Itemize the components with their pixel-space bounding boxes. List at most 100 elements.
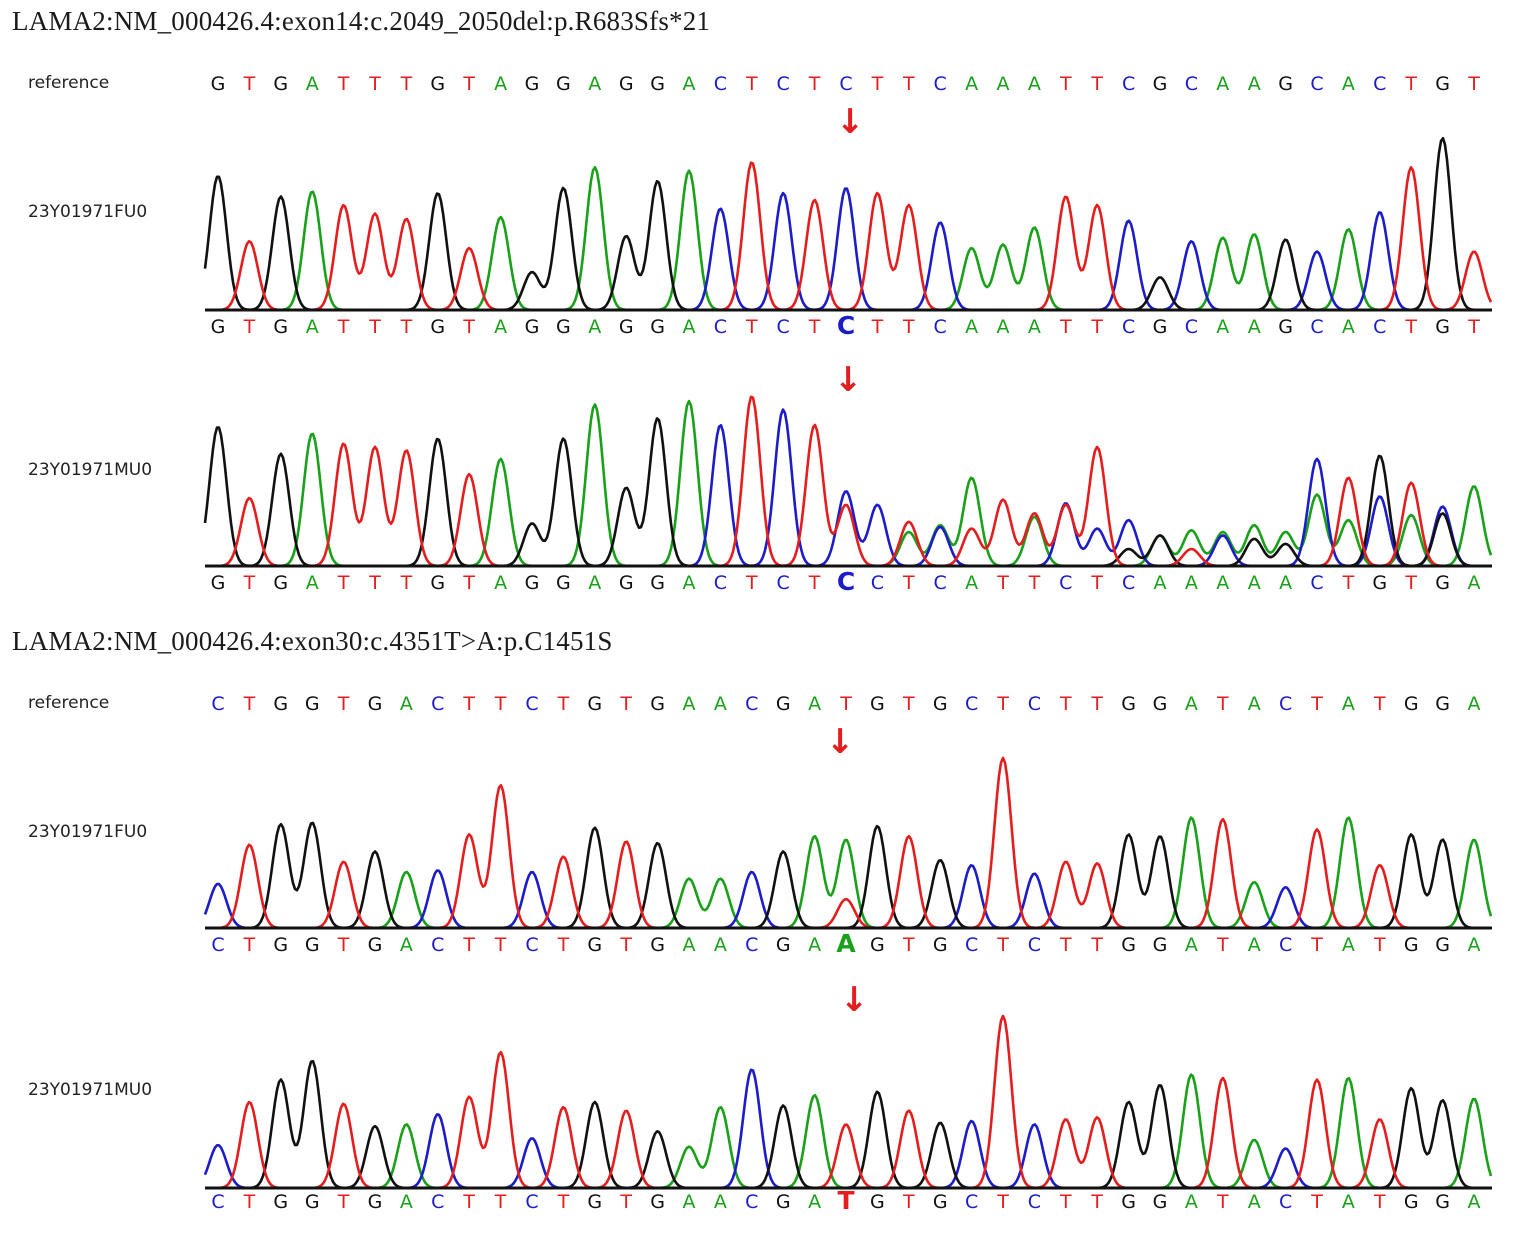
base-G-0: G bbox=[210, 316, 226, 338]
base-G-34: G bbox=[1278, 316, 1293, 338]
base-G-12: G bbox=[587, 1191, 603, 1213]
base-T-1: T bbox=[243, 73, 256, 95]
base-T-13: T bbox=[620, 1191, 632, 1213]
panel-1-variant-arrow-1: ↓ bbox=[835, 102, 865, 142]
base-A-9: A bbox=[494, 572, 508, 594]
base-T-19: T bbox=[808, 572, 821, 594]
base-G-5: G bbox=[367, 934, 383, 956]
base-T-4: T bbox=[337, 934, 350, 956]
base-G-18: G bbox=[775, 693, 791, 715]
base-C-26: C bbox=[1027, 934, 1042, 956]
base-A-36: A bbox=[1341, 73, 1355, 95]
base-A-40: A bbox=[1467, 693, 1481, 715]
base-A-33: A bbox=[1247, 572, 1261, 594]
base-A-31: A bbox=[1184, 693, 1198, 715]
base-A-19: A bbox=[808, 934, 822, 956]
base-C-29: C bbox=[1121, 572, 1136, 594]
panel-1-title: LAMA2:NM_000426.4:exon14:c.2049_2050del:… bbox=[12, 6, 711, 36]
base-C-34: C bbox=[1278, 1191, 1293, 1213]
base-T-21: T bbox=[871, 73, 884, 95]
base-T-20: T bbox=[840, 693, 852, 715]
base-G-13: G bbox=[618, 316, 634, 338]
base-T-27: T bbox=[1059, 1191, 1072, 1213]
base-A-25: A bbox=[996, 73, 1010, 95]
panel-2-trace-2-chromatogram bbox=[0, 1008, 1535, 1190]
base-C-10: C bbox=[525, 934, 539, 956]
base-T-11: T bbox=[557, 1191, 570, 1213]
base-T-27: T bbox=[1059, 934, 1072, 956]
base-G-30: G bbox=[1152, 693, 1168, 715]
base-T-28: T bbox=[1091, 934, 1103, 956]
panel-2-variant-arrow-1: ↓ bbox=[825, 722, 855, 762]
base-A-3: A bbox=[305, 73, 319, 95]
base-A-19: A bbox=[808, 1191, 822, 1213]
base-G-23: G bbox=[932, 934, 948, 956]
base-G-3: G bbox=[304, 934, 320, 956]
base-T-6: T bbox=[400, 572, 413, 594]
panel-2-trace-2-label: 23Y01971MU0 bbox=[28, 1080, 153, 1100]
base-C-26: C bbox=[1027, 693, 1042, 715]
base-T-35: T bbox=[1311, 1191, 1323, 1213]
base-T-19: T bbox=[808, 316, 821, 338]
base-G-14: G bbox=[650, 693, 665, 715]
base-G-11: G bbox=[556, 572, 571, 594]
base-T-28: T bbox=[1091, 316, 1103, 338]
panel-1-reference-label: reference bbox=[28, 73, 110, 93]
base-A-3: A bbox=[305, 572, 319, 594]
base-A-36: A bbox=[1341, 934, 1355, 956]
base-T-19: T bbox=[808, 73, 821, 95]
panel-2-title: LAMA2:NM_000426.4:exon30:c.4351T>A:p.C14… bbox=[12, 626, 613, 656]
base-G-29: G bbox=[1121, 1191, 1136, 1213]
panel-2-trace-1-chromatogram bbox=[0, 750, 1535, 932]
base-T-6: T bbox=[400, 316, 413, 338]
base-A-15: A bbox=[682, 934, 696, 956]
base-C-16: C bbox=[713, 73, 728, 95]
base-A-40: A bbox=[1467, 1191, 1481, 1213]
base-G-34: G bbox=[1278, 73, 1293, 95]
base-C-7: C bbox=[431, 934, 445, 956]
base-G-39: G bbox=[1435, 73, 1450, 95]
base-T-8: T bbox=[463, 572, 475, 594]
base-G-2: G bbox=[273, 572, 289, 594]
base-A-40: A bbox=[1467, 934, 1481, 956]
base-T-28: T bbox=[1091, 693, 1103, 715]
base-T-13: T bbox=[620, 934, 632, 956]
base-A-24: A bbox=[965, 316, 979, 338]
base-C-10: C bbox=[525, 1191, 539, 1213]
base-A-33: A bbox=[1247, 693, 1261, 715]
base-G-21: G bbox=[870, 934, 885, 956]
base-T-8: T bbox=[463, 934, 475, 956]
base-G-21: G bbox=[870, 693, 885, 715]
base-A-6: A bbox=[399, 693, 413, 715]
base-G-11: G bbox=[556, 73, 571, 95]
base-G-14: G bbox=[650, 316, 665, 338]
base-G-0: G bbox=[210, 572, 226, 594]
base-T-32: T bbox=[1216, 693, 1229, 715]
base-G-14: G bbox=[650, 572, 665, 594]
base-T-25: T bbox=[997, 693, 1009, 715]
base-G-30: G bbox=[1152, 934, 1168, 956]
base-A-16: A bbox=[713, 693, 727, 715]
base-T-5: T bbox=[369, 572, 381, 594]
base-A-12: A bbox=[588, 73, 602, 95]
base-A-32: A bbox=[1216, 572, 1230, 594]
base-C-23: C bbox=[933, 316, 947, 338]
base-C-37: C bbox=[1373, 316, 1387, 338]
base-T-5: T bbox=[369, 73, 381, 95]
base-G-3: G bbox=[304, 1191, 320, 1213]
base-C-21: C bbox=[870, 572, 885, 594]
base-G-39: G bbox=[1435, 934, 1450, 956]
base-A-24: A bbox=[965, 572, 979, 594]
base-G-10: G bbox=[524, 73, 540, 95]
base-C-7: C bbox=[431, 693, 445, 715]
base-A-33: A bbox=[1247, 934, 1261, 956]
base-T-37: T bbox=[1373, 1191, 1386, 1213]
base-A-31: A bbox=[1184, 1191, 1198, 1213]
base-A-34: A bbox=[1279, 572, 1293, 594]
base-G-39: G bbox=[1435, 572, 1450, 594]
base-T-11: T bbox=[557, 934, 570, 956]
base-A-9: A bbox=[494, 73, 508, 95]
base-T-9: T bbox=[494, 934, 507, 956]
